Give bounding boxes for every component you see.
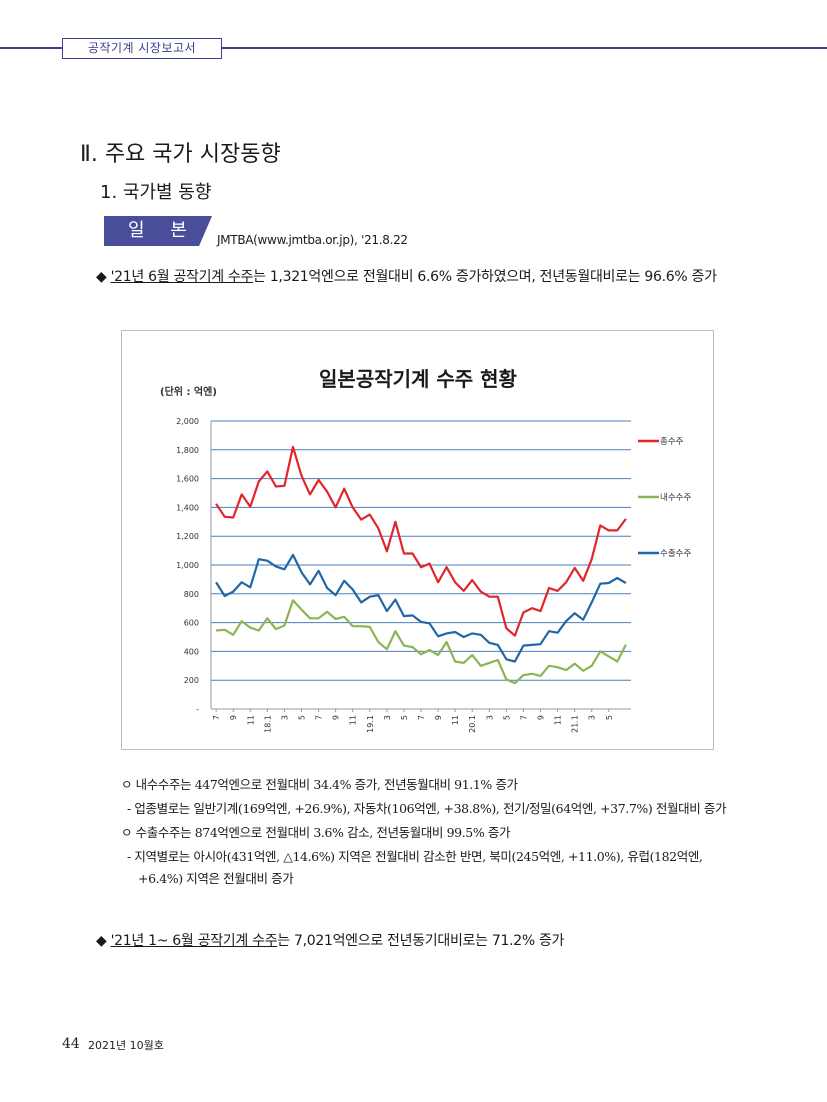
issue-label: 2021년 10월호 [88,1039,164,1052]
note-domestic: ㅇ 내수수주는 447억엔으로 전월대비 34.4% 증가, 전년동월대비 91… [121,777,518,792]
x-tick-label: 21.1 [571,715,580,733]
y-tick-label: 1,600 [176,475,199,484]
y-tick-label: 200 [184,676,199,685]
y-tick-label: - [196,705,199,714]
bullet-text: 는 1,321억엔으로 전월대비 6.6% 증가하였으며, 전년동월대비로는 9… [253,269,717,285]
y-tick-label: 1,000 [176,561,199,570]
series-line-2 [216,599,627,685]
x-tick-label: 3 [383,715,392,720]
x-tick-label: 7 [315,715,324,720]
x-tick-label: 9 [332,715,341,720]
legend-label: 총수주 [660,437,684,447]
x-tick-label: 11 [349,715,358,725]
legend-label: 수출수주 [660,548,691,559]
bullet-text: 는 7,021억엔으로 전년동기대비로는 71.2% 증가 [277,933,565,949]
y-tick-label: 400 [184,647,199,656]
chart-title: 일본공작기계 수주 현황 [319,367,518,391]
note-export-detail: - 지역별로는 아시아(431억엔, △14.6%) 지역은 전월대비 감소한 … [127,849,703,864]
x-tick-label: 3 [485,715,494,720]
bullet-underlined-text: '21년 1~ 6월 공작기계 수주 [110,933,278,949]
x-tick-label: 5 [297,715,306,720]
y-tick-label: 2,000 [176,417,199,426]
x-tick-label: 7 [519,715,528,720]
diamond-bullet-icon: ◆ [96,269,107,285]
note-export-detail-cont: +6.4%) 지역은 전월대비 증가 [138,871,294,886]
section-title: Ⅱ. 주요 국가 시장동향 [80,142,281,167]
y-tick-label: 1,800 [176,446,199,455]
chart-series [215,445,627,685]
chart-grid: - 200 400 600 800 1,000 1,200 1,400 1,600 1,800 2,… [176,417,631,733]
report-header-title: 공작기계 시장보고서 [62,38,222,59]
x-tick-label: 5 [400,715,409,720]
chart-canvas: 일본공작기계 수주 현황 (단위 : 억엔) - 200 400 600 800 1,00… [160,367,691,733]
x-tick-label: 5 [502,715,511,720]
y-tick-label: 1,400 [176,503,199,512]
x-tick-label: 3 [280,715,289,720]
x-tick-label: 19.1 [366,715,375,733]
x-tick-label: 11 [554,715,563,725]
bullet-underlined-text: '21년 6월 공작기계 수주 [110,269,254,285]
y-tick-label: 800 [184,590,199,599]
x-tick-label: 11 [451,715,460,725]
x-tick-label: 11 [246,715,255,725]
diamond-bullet-icon: ◆ [96,933,107,949]
y-tick-label: 1,200 [176,532,199,541]
page-number: 44 [62,1036,80,1052]
header-rule [0,47,827,49]
x-tick-label: 9 [434,715,443,720]
note-export: ㅇ 수출수주는 874억엔으로 전월대비 3.6% 감소, 전년동월대비 99.… [121,825,511,840]
x-tick-label: 7 [417,715,426,720]
order-chart: 일본공작기계 수주 현황 (단위 : 억엔) - 200 400 600 800 1,00… [121,330,714,750]
y-tick-label: 600 [184,619,199,628]
country-tag: 일 본 [104,216,212,246]
legend-label: 내수수주 [660,493,691,503]
x-tick-label: 7 [212,715,221,720]
x-tick-label: 20.1 [468,715,477,733]
x-tick-label: 5 [605,715,614,720]
x-tick-label: 3 [588,715,597,720]
x-tick-label: 9 [229,715,238,720]
series-line-3 [215,553,627,663]
source-citation: JMTBA(www.jmtba.or.jp), '21.8.22 [217,233,408,247]
x-tick-label: 9 [537,715,546,720]
sub-title: 1. 국가별 동향 [100,182,212,203]
note-domestic-detail: - 업종별로는 일반기계(169억엔, +26.9%), 자동차(106억엔, … [127,801,727,816]
chart-unit-label: (단위 : 억엔) [160,385,217,398]
series-line-1 [215,445,627,637]
summary-bullet-h1: ◆ '21년 1~ 6월 공작기계 수주는 7,021억엔으로 전년동기대비로는… [96,930,564,950]
summary-bullet-june: ◆ '21년 6월 공작기계 수주는 1,321억엔으로 전월대비 6.6% 증… [96,266,717,286]
x-tick-label: 18.1 [263,715,272,733]
